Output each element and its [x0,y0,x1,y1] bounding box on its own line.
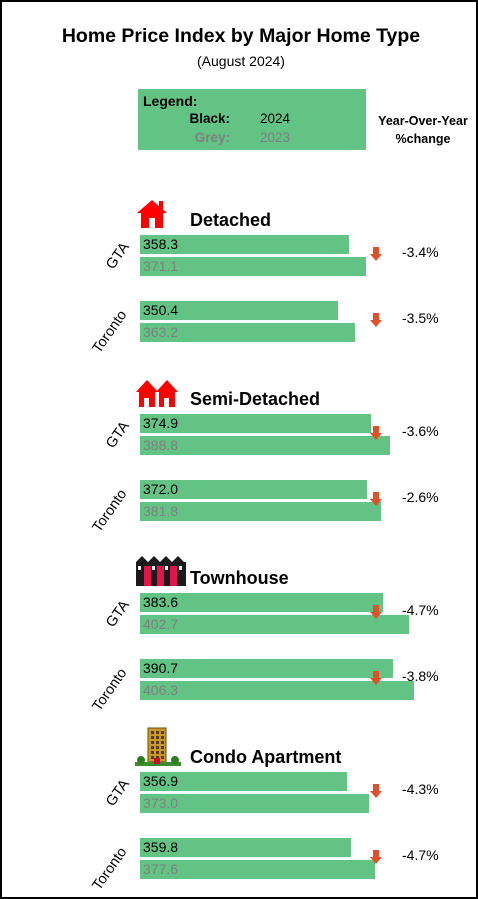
down-arrow-icon [369,783,383,804]
yoy-header-line1: Year-Over-Year [378,114,468,128]
data-label-2023: 363.2 [143,324,179,340]
data-label-2024: 358.3 [143,236,179,252]
bar-2024 [140,301,338,320]
bar-2024 [140,414,371,433]
yoy-percent: -2.6% [402,489,439,505]
yoy-percent: -3.6% [402,423,439,439]
data-label-2024: 359.8 [143,839,179,855]
bar-2024 [140,659,393,678]
yoy-percent: -3.4% [402,244,439,260]
legend-heading: Legend: [143,93,198,109]
data-label-2023: 371.1 [143,258,179,274]
bar-2023 [140,615,409,634]
legend-grey-value: 2023 [260,130,291,145]
region-label: Toronto [89,665,131,715]
yoy-header-line2: %change [395,132,451,146]
data-label-2023: 381.8 [143,503,179,519]
down-arrow-icon [369,604,383,625]
down-arrow-icon [369,425,383,446]
region-label: Toronto [89,486,131,536]
down-arrow-icon [369,849,383,870]
data-label-2023: 377.6 [143,861,179,877]
data-label-2024: 374.9 [143,415,179,431]
region-label: Toronto [89,844,131,894]
yoy-percent: -3.8% [402,668,439,684]
condo-building-icon [135,726,181,773]
down-arrow-icon [369,246,383,267]
bar-2024 [140,235,349,254]
legend-black-value: 2024 [260,111,291,126]
data-label-2023: 388.8 [143,437,179,453]
townhouse-icon [136,556,186,591]
house-icon [135,198,169,235]
data-label-2024: 356.9 [143,773,179,789]
down-arrow-icon [369,670,383,691]
region-label: Toronto [89,307,131,357]
bar-2024 [140,772,347,791]
region-label: GTA [103,776,133,810]
yoy-percent: -4.7% [402,847,439,863]
yoy-percent: -4.7% [402,602,439,618]
data-label-2024: 372.0 [143,481,179,497]
bar-2023 [140,681,414,700]
bar-2023 [140,860,375,879]
bar-2023 [140,323,355,342]
section-title: Townhouse [190,568,289,588]
section-title: Semi-Detached [190,389,321,409]
chart-title: Home Price Index by Major Home Type [61,25,421,47]
bar-2023 [140,436,390,455]
yoy-percent: -4.3% [402,781,439,797]
bar-2024 [140,480,367,499]
bar-2023 [140,502,381,521]
yoy-percent: -3.5% [402,310,439,326]
semi-detached-icon [135,377,179,414]
bar-2024 [140,838,351,857]
data-label-2024: 390.7 [143,660,179,676]
data-label-2024: 350.4 [143,302,179,318]
down-arrow-icon [369,312,383,333]
legend-box: Legend: Black: 2024 Grey: 2023 [138,89,366,150]
data-label-2023: 373.0 [143,795,179,811]
bar-2024 [140,593,383,612]
down-arrow-icon [369,491,383,512]
region-label: GTA [103,418,133,452]
chart-subtitle: (August 2024) [197,53,285,69]
section-title: Detached [190,210,272,230]
section-title: Condo Apartment [190,747,342,767]
bar-2023 [140,257,366,276]
legend-black-key: Black: [189,111,230,126]
data-label-2023: 406.3 [143,682,179,698]
data-label-2023: 402.7 [143,616,179,632]
region-label: GTA [103,239,133,273]
region-label: GTA [103,597,133,631]
bar-2023 [140,794,369,813]
legend-grey-key: Grey: [194,130,230,145]
data-label-2024: 383.6 [143,594,179,610]
yoy-header: Year-Over-Year %change [364,112,478,148]
